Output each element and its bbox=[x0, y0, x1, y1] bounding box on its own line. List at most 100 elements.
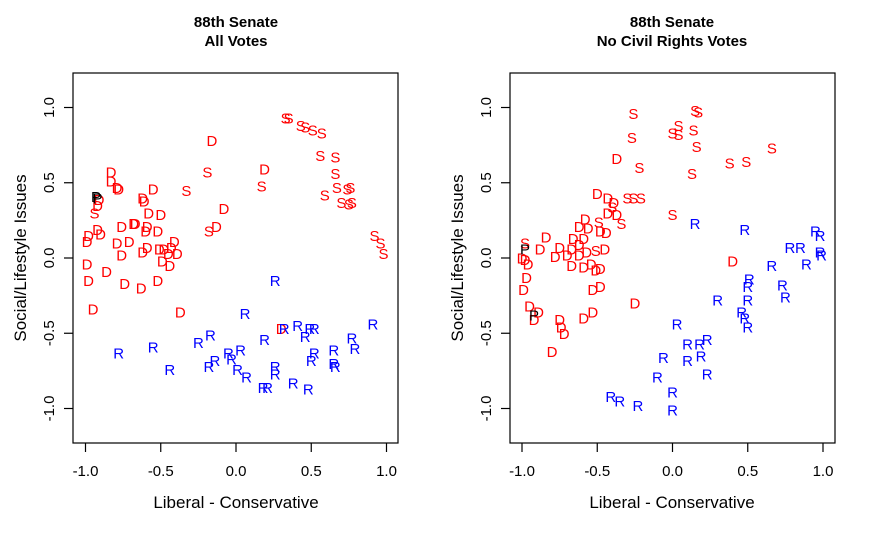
data-point-s: S bbox=[300, 120, 310, 137]
data-point-r: R bbox=[306, 353, 317, 370]
data-point-d: D bbox=[559, 326, 570, 343]
data-point-d: D bbox=[524, 299, 535, 316]
data-point-s: S bbox=[628, 190, 638, 207]
data-point-d: D bbox=[88, 302, 99, 319]
data-point-s: S bbox=[693, 105, 703, 122]
data-point-d: D bbox=[554, 240, 565, 257]
data-point-d: D bbox=[566, 241, 577, 258]
data-point-d: D bbox=[163, 246, 174, 263]
x-tick-label: 0.0 bbox=[662, 463, 683, 480]
data-point-d: D bbox=[94, 192, 105, 209]
chart-subtitle: All Votes bbox=[204, 33, 267, 50]
data-point-d: D bbox=[568, 231, 579, 248]
chart-title: 88th Senate bbox=[630, 14, 714, 31]
y-tick-label: 1.0 bbox=[41, 97, 58, 118]
data-point-d: D bbox=[276, 321, 287, 338]
data-point-d: D bbox=[152, 223, 163, 240]
data-point-s: S bbox=[667, 207, 677, 224]
data-point-r: R bbox=[328, 356, 339, 373]
data-point-r: R bbox=[784, 240, 795, 257]
data-point-r: R bbox=[279, 321, 290, 338]
data-point-r: R bbox=[672, 317, 683, 334]
data-point-r: R bbox=[330, 359, 341, 376]
data-point-s: S bbox=[674, 118, 684, 135]
data-point-r: R bbox=[702, 332, 713, 349]
data-point-d: D bbox=[574, 219, 585, 236]
data-point-d: D bbox=[148, 181, 159, 198]
data-point-r: R bbox=[801, 257, 812, 274]
x-axis: -1.0 -0.5 0.0 0.5 1.0 bbox=[509, 443, 833, 480]
data-point-d: D bbox=[578, 260, 589, 277]
data-point-d: D bbox=[523, 257, 534, 274]
data-point-p: P bbox=[520, 241, 530, 258]
y-axis: -1.0 -0.5 0.0 0.5 1.0 bbox=[478, 97, 510, 421]
data-point-r: R bbox=[742, 320, 753, 337]
data-point-r: R bbox=[682, 353, 693, 370]
x-tick-label: -1.0 bbox=[509, 463, 535, 480]
data-point-r: R bbox=[148, 339, 159, 356]
data-point-p: P bbox=[93, 190, 103, 207]
data-point-r: R bbox=[739, 222, 750, 239]
data-point-s: S bbox=[628, 106, 638, 123]
y-tick-label: -1.0 bbox=[478, 396, 495, 422]
data-point-d: D bbox=[608, 195, 619, 212]
data-point-d: D bbox=[137, 190, 148, 207]
data-point-r: R bbox=[258, 380, 269, 397]
data-point-d: D bbox=[95, 226, 106, 243]
data-point-s: S bbox=[336, 195, 346, 212]
data-point-d: D bbox=[595, 279, 606, 296]
data-point-r: R bbox=[203, 359, 214, 376]
data-point-d: D bbox=[556, 320, 567, 337]
data-point-s: S bbox=[315, 148, 325, 165]
data-point-s: S bbox=[284, 111, 294, 128]
data-point-r: R bbox=[193, 335, 204, 352]
y-axis-label: Social/Lifestyle Issues bbox=[11, 174, 30, 341]
data-point-r: R bbox=[780, 290, 791, 307]
data-point-d: D bbox=[517, 251, 528, 268]
data-point-d: D bbox=[169, 234, 180, 251]
data-point-d: D bbox=[595, 223, 606, 240]
data-point-d: D bbox=[587, 305, 598, 322]
data-point-d: D bbox=[155, 207, 166, 224]
y-tick-label: -0.5 bbox=[478, 320, 495, 346]
data-point-r: R bbox=[690, 216, 701, 233]
data-point-r: R bbox=[259, 332, 270, 349]
data-point-d: D bbox=[535, 241, 546, 258]
data-point-r: R bbox=[744, 272, 755, 289]
data-point-d: D bbox=[629, 296, 640, 313]
data-point-s: S bbox=[342, 181, 352, 198]
data-point-d: D bbox=[106, 165, 117, 182]
y-tick-label: -1.0 bbox=[41, 396, 58, 422]
data-point-d: D bbox=[116, 247, 127, 264]
data-point-d: D bbox=[541, 229, 552, 246]
data-point-s: S bbox=[692, 139, 702, 156]
data-point-d: D bbox=[128, 216, 139, 233]
data-point-s: S bbox=[330, 166, 340, 183]
data-point-d: D bbox=[562, 247, 573, 264]
chart-title: 88th Senate bbox=[194, 14, 278, 31]
data-point-d: D bbox=[533, 305, 544, 322]
data-point-r: R bbox=[810, 223, 821, 240]
data-point-s: S bbox=[378, 246, 388, 263]
data-point-s: S bbox=[767, 141, 777, 158]
data-point-d: D bbox=[574, 237, 585, 254]
data-point-d: D bbox=[119, 276, 130, 293]
data-point-r: R bbox=[742, 293, 753, 310]
data-point-d: D bbox=[566, 258, 577, 275]
y-tick-label: 0.5 bbox=[41, 172, 58, 193]
y-tick-label: 1.0 bbox=[478, 97, 495, 118]
data-point-s: S bbox=[690, 103, 700, 120]
x-tick-label: 0.5 bbox=[737, 463, 758, 480]
y-axis-label: Social/Lifestyle Issues bbox=[448, 174, 467, 341]
data-point-r: R bbox=[736, 305, 747, 322]
data-point-d: D bbox=[136, 281, 147, 298]
data-point-r: R bbox=[300, 329, 311, 346]
data-point-r: R bbox=[270, 359, 281, 376]
data-point-d: D bbox=[175, 305, 186, 322]
data-point-d: D bbox=[602, 205, 613, 222]
y-tick-label: 0.5 bbox=[478, 172, 495, 193]
x-tick-label: 1.0 bbox=[813, 463, 834, 480]
data-point-d: D bbox=[82, 234, 93, 251]
data-point-d: D bbox=[113, 181, 124, 198]
